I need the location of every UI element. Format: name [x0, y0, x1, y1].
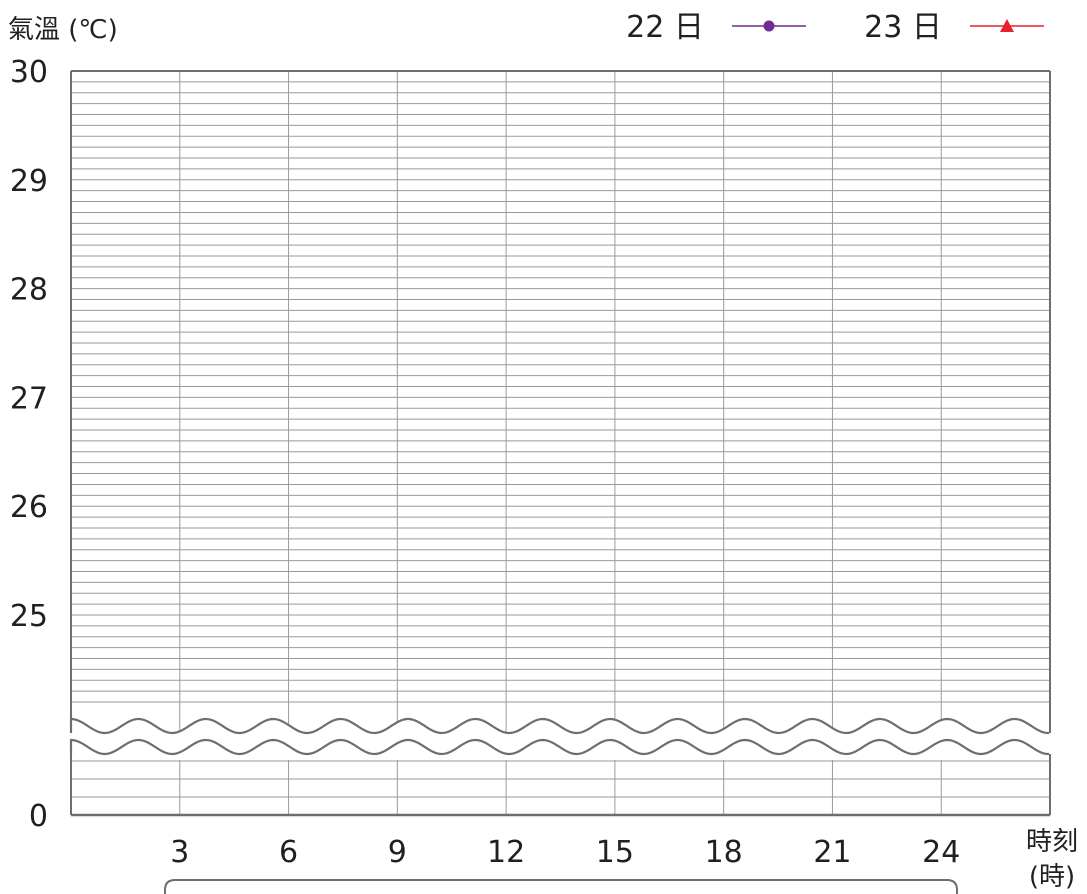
answer-box [164, 879, 958, 894]
y-tick-label: 27 [10, 381, 48, 416]
x-tick-label: 3 [170, 835, 189, 870]
x-tick-labels: 3 6 9 12 15 18 21 24 [170, 835, 960, 870]
plot-frame [70, 70, 1051, 817]
axis-break-wave-lower [69, 738, 1050, 756]
x-tick-label: 12 [487, 835, 525, 870]
y-tick-label: 28 [10, 273, 48, 308]
x-tick-label: 6 [279, 835, 298, 870]
axis-break-wave-upper [69, 717, 1050, 735]
legend-label: 22 日 [626, 10, 704, 45]
y-axis-title: 氣溫 (℃) [8, 15, 118, 45]
legend-item: 23 日 [864, 10, 1044, 45]
legend-label: 23 日 [864, 10, 942, 45]
axis-break [69, 717, 1050, 760]
y-tick-label: 0 [29, 799, 48, 834]
legend-marker-triangle [1000, 19, 1014, 32]
legend: 22 日 23 日 [626, 10, 1044, 45]
x-tick-label: 24 [922, 835, 960, 870]
x-axis-unit: (時) [1029, 862, 1075, 892]
axis-break-gap [71, 733, 1050, 747]
x-tick-label: 9 [388, 835, 407, 870]
x-tick-label: 21 [813, 835, 851, 870]
y-tick-label: 29 [10, 164, 48, 199]
y-tick-label: 25 [10, 599, 48, 634]
legend-marker-circle [763, 20, 775, 32]
x-tick-label: 15 [596, 835, 634, 870]
x-axis-title: 時刻 [1026, 827, 1078, 857]
grid-lines [71, 71, 1050, 815]
y-tick-labels: 30 29 28 27 26 25 0 [10, 55, 48, 834]
legend-item: 22 日 [626, 10, 806, 45]
y-tick-label: 30 [10, 55, 48, 90]
y-tick-label: 26 [10, 490, 48, 525]
x-tick-label: 18 [705, 835, 743, 870]
